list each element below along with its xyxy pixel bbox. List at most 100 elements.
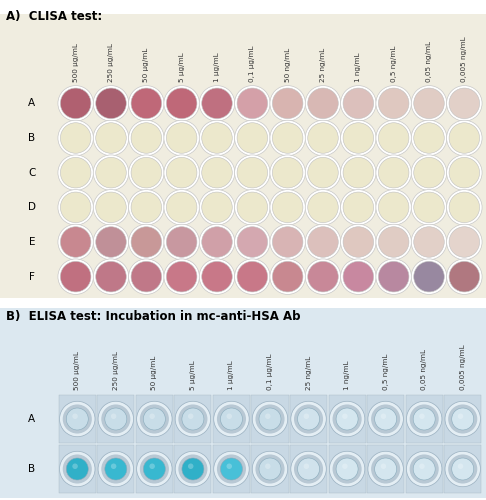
Circle shape — [419, 414, 425, 419]
Circle shape — [343, 226, 374, 258]
Text: 5 μg/mL: 5 μg/mL — [190, 360, 196, 390]
Circle shape — [379, 226, 409, 258]
Circle shape — [129, 259, 164, 294]
FancyBboxPatch shape — [97, 445, 134, 493]
Circle shape — [164, 120, 199, 156]
Circle shape — [376, 190, 412, 225]
Circle shape — [308, 122, 338, 154]
Circle shape — [129, 224, 164, 260]
Circle shape — [237, 88, 268, 118]
Circle shape — [449, 192, 480, 222]
Text: F: F — [29, 272, 35, 281]
Text: 0,1 μg/mL: 0,1 μg/mL — [249, 46, 255, 82]
Circle shape — [199, 259, 235, 294]
Circle shape — [58, 86, 93, 121]
Circle shape — [341, 86, 376, 121]
Circle shape — [448, 404, 477, 434]
Circle shape — [343, 88, 374, 118]
Circle shape — [376, 224, 412, 260]
Circle shape — [376, 259, 412, 294]
Circle shape — [273, 88, 303, 118]
Circle shape — [93, 155, 129, 190]
FancyBboxPatch shape — [290, 445, 327, 493]
Circle shape — [305, 259, 341, 294]
Circle shape — [199, 155, 235, 190]
Circle shape — [270, 155, 305, 190]
Circle shape — [140, 454, 169, 484]
Circle shape — [265, 414, 271, 419]
Circle shape — [419, 464, 425, 469]
Text: B)  ELISA test: Incubation in mc-anti-HSA Ab: B) ELISA test: Incubation in mc-anti-HSA… — [6, 310, 300, 323]
Text: D: D — [28, 202, 36, 212]
Circle shape — [66, 408, 88, 430]
Circle shape — [137, 452, 172, 486]
Circle shape — [166, 122, 197, 154]
Circle shape — [202, 158, 232, 188]
Circle shape — [376, 86, 412, 121]
Circle shape — [341, 120, 376, 156]
Circle shape — [332, 454, 362, 484]
FancyBboxPatch shape — [59, 445, 96, 493]
Circle shape — [96, 192, 126, 222]
Circle shape — [379, 158, 409, 188]
Circle shape — [270, 224, 305, 260]
Circle shape — [143, 458, 165, 480]
FancyBboxPatch shape — [290, 395, 327, 443]
Circle shape — [379, 88, 409, 118]
Circle shape — [342, 464, 347, 469]
Circle shape — [273, 122, 303, 154]
Text: E: E — [29, 237, 35, 247]
Text: A: A — [28, 414, 35, 424]
Circle shape — [98, 452, 134, 486]
Circle shape — [379, 122, 409, 154]
Circle shape — [381, 464, 386, 469]
Circle shape — [305, 120, 341, 156]
Circle shape — [449, 262, 480, 292]
Circle shape — [330, 402, 365, 436]
Circle shape — [60, 88, 91, 118]
Circle shape — [63, 454, 92, 484]
Circle shape — [178, 454, 208, 484]
Circle shape — [175, 402, 210, 436]
Circle shape — [226, 464, 232, 469]
Circle shape — [343, 158, 374, 188]
Text: 1 μg/mL: 1 μg/mL — [214, 52, 220, 82]
Circle shape — [273, 158, 303, 188]
Circle shape — [101, 404, 130, 434]
Circle shape — [131, 192, 161, 222]
Text: 50 μg/mL: 50 μg/mL — [151, 356, 157, 390]
FancyBboxPatch shape — [329, 445, 365, 493]
Circle shape — [214, 402, 249, 436]
Circle shape — [58, 224, 93, 260]
Circle shape — [305, 224, 341, 260]
Text: B: B — [28, 133, 35, 143]
Circle shape — [259, 408, 281, 430]
FancyBboxPatch shape — [0, 14, 486, 298]
Circle shape — [376, 155, 412, 190]
Circle shape — [305, 155, 341, 190]
FancyBboxPatch shape — [251, 445, 289, 493]
Text: 250 μg/mL: 250 μg/mL — [113, 351, 119, 390]
Text: 0,005 ng/mL: 0,005 ng/mL — [461, 36, 468, 82]
Circle shape — [336, 458, 358, 480]
Circle shape — [451, 408, 474, 430]
Text: A: A — [28, 98, 35, 108]
Circle shape — [237, 262, 268, 292]
Circle shape — [447, 190, 482, 225]
Circle shape — [166, 226, 197, 258]
Circle shape — [164, 259, 199, 294]
Circle shape — [414, 226, 444, 258]
Circle shape — [411, 86, 447, 121]
Circle shape — [235, 190, 270, 225]
Text: 5 μg/mL: 5 μg/mL — [179, 52, 185, 82]
Circle shape — [93, 259, 129, 294]
Circle shape — [410, 454, 439, 484]
Circle shape — [381, 414, 386, 419]
FancyBboxPatch shape — [444, 445, 481, 493]
Circle shape — [166, 158, 197, 188]
Circle shape — [411, 120, 447, 156]
Circle shape — [58, 190, 93, 225]
Circle shape — [379, 192, 409, 222]
Circle shape — [178, 404, 208, 434]
Circle shape — [270, 259, 305, 294]
